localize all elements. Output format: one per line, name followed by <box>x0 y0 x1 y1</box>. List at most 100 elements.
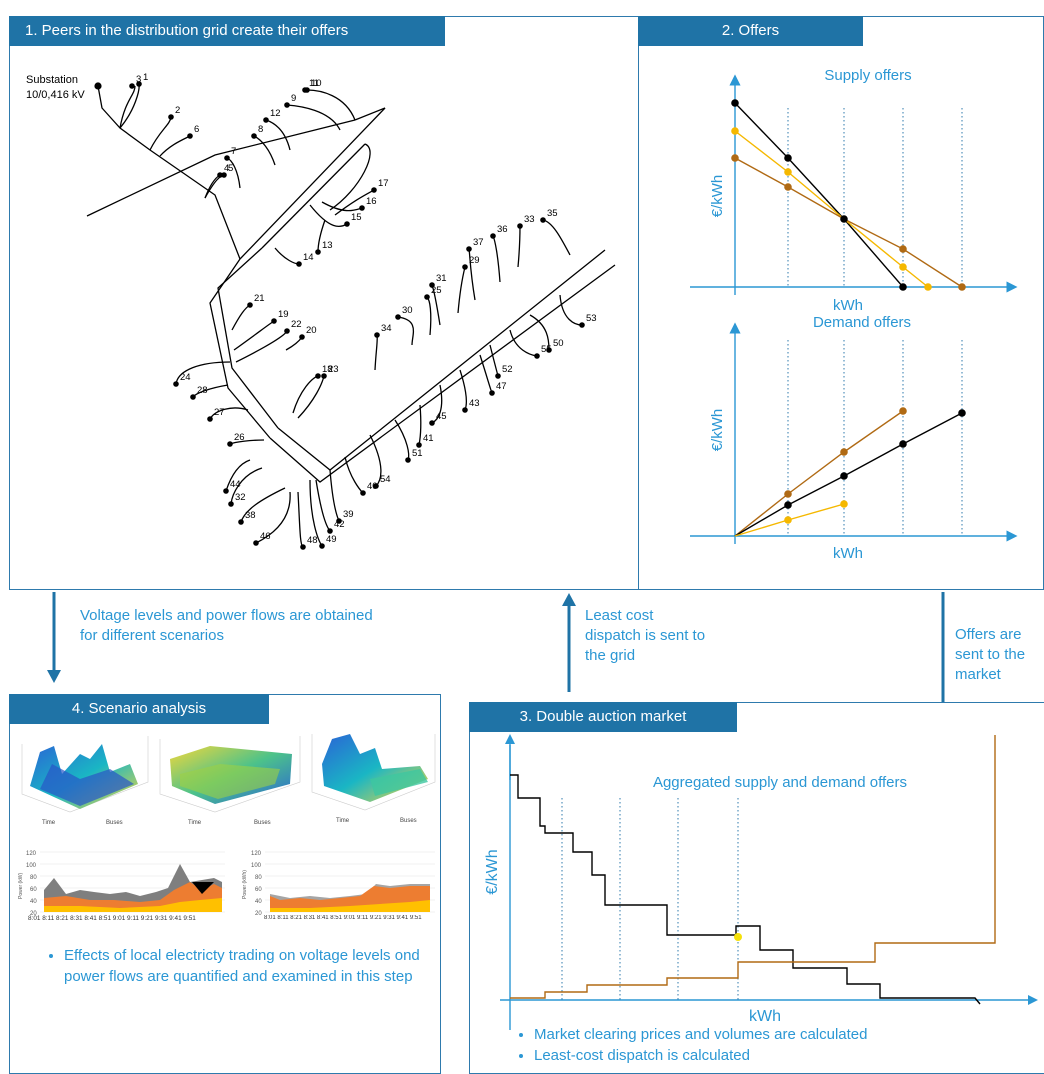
grid-node-54 <box>373 483 379 489</box>
grid-node-4 <box>217 172 223 178</box>
supply-offers-title: Supply offers <box>824 67 911 84</box>
left-y-tick-1: 100 <box>26 863 37 869</box>
market-xlabel: kWh <box>749 1008 781 1025</box>
grid-node-45 <box>429 420 435 426</box>
grid-node-19 <box>271 318 277 324</box>
grid-node-label-40: 40 <box>367 481 378 492</box>
flow-text-least-cost: Least cost dispatch is sent to the grid <box>585 607 706 664</box>
grid-node-label-8: 8 <box>258 124 263 135</box>
grid-node-label-49: 49 <box>326 534 337 545</box>
grid-node-21 <box>247 302 253 308</box>
grid-node-label-53: 53 <box>586 313 597 324</box>
right-x-ticks: 8:01 8:11 8:21 8:31 8:41 8:51 9:01 9:11 … <box>264 915 422 921</box>
market-bullet-2: Least-cost dispatch is calculated <box>534 1045 1044 1066</box>
grid-node-26 <box>227 441 233 447</box>
grid-node-36 <box>490 233 496 239</box>
surface-plot-3: Time Buses <box>311 734 436 824</box>
grid-node-40 <box>360 490 366 496</box>
grid-node-label-35: 35 <box>547 208 558 219</box>
right-ylabel: Power (kWh) <box>242 870 248 899</box>
grid-node-9 <box>284 102 290 108</box>
grid-node-label-1: 1 <box>143 72 148 83</box>
scenario-panel-title: 4. Scenario analysis <box>9 694 269 724</box>
grid-node-52 <box>495 373 501 379</box>
right-y-tick-5: 20 <box>255 911 262 917</box>
grid-node-55 <box>534 353 540 359</box>
grid-node-7 <box>224 155 230 161</box>
grid-node-1 <box>136 81 142 87</box>
surface3-time-label: Time <box>336 818 350 824</box>
grid-node-label-41: 41 <box>423 433 434 444</box>
grid-node-30 <box>395 314 401 320</box>
grid-node-label-42: 42 <box>334 519 345 530</box>
scenario-thumbnails: Time Buses Time Buses Time Buses 120 100… <box>18 734 436 917</box>
grid-node-label-29: 29 <box>469 255 480 266</box>
supply-xlabel: kWh <box>833 297 863 314</box>
market-panel <box>469 702 1044 1074</box>
grid-node-47 <box>489 390 495 396</box>
grid-node-label-52: 52 <box>502 364 513 375</box>
market-chart-title: Aggregated supply and demand offers <box>653 774 907 791</box>
grid-node-8 <box>251 133 257 139</box>
substation-voltage: 10/0,416 kV <box>26 89 85 101</box>
market-ylabel: €/kWh <box>484 849 501 894</box>
grid-node-23 <box>321 373 327 379</box>
grid-node-label-6: 6 <box>194 124 199 135</box>
scenario-bullets: Effects of local electricty trading on v… <box>40 945 434 987</box>
grid-node-53 <box>579 322 585 328</box>
grid-node-label-34: 34 <box>381 323 392 334</box>
left-y-tick-4: 40 <box>30 899 37 905</box>
left-y-tick-3: 60 <box>30 887 37 893</box>
grid-node-label-14: 14 <box>303 252 314 263</box>
grid-node-label-16: 16 <box>366 196 377 207</box>
demand-ylabel: €/kWh <box>709 409 726 452</box>
grid-node-label-51: 51 <box>412 448 423 459</box>
grid-node-label-48: 48 <box>307 535 318 546</box>
grid-node-label-15: 15 <box>351 212 362 223</box>
grid-node-label-46: 46 <box>260 531 271 542</box>
grid-node-label-20: 20 <box>306 325 317 336</box>
grid-node-15 <box>344 221 350 227</box>
demand-series-brown <box>734 410 904 537</box>
grid-node-2 <box>168 114 174 120</box>
grid-node-label-31: 31 <box>436 273 447 284</box>
surface2-buses-label: Buses <box>254 820 271 826</box>
distribution-grid-diagram: 1234567891011121314151617181920212223242… <box>26 72 616 550</box>
grid-node-46 <box>253 540 259 546</box>
grid-node-label-18: 18 <box>322 364 333 375</box>
grid-node-label-54: 54 <box>380 474 391 485</box>
flow-text-voltage-levels: Voltage levels and power flows are obtai… <box>80 607 373 644</box>
left-x-ticks: 8:01 8:11 8:21 8:31 8:41 8:51 9:01 9:11 … <box>28 915 196 922</box>
grid-node-37 <box>466 246 472 252</box>
clearing-point <box>734 933 742 941</box>
grid-node-25 <box>424 294 430 300</box>
surface1-buses-label: Buses <box>106 820 123 826</box>
right-y-tick-2: 80 <box>255 875 262 881</box>
grid-node-label-17: 17 <box>378 178 389 189</box>
grid-node-44 <box>223 488 229 494</box>
grid-node-49 <box>319 543 325 549</box>
flow-text-offers-sent: Offers are sent to the market <box>955 626 1026 683</box>
right-y-tick-0: 120 <box>251 851 262 857</box>
grid-node-label-47: 47 <box>496 381 507 392</box>
grid-node-label-33: 33 <box>524 214 535 225</box>
grid-node-24 <box>173 381 179 387</box>
grid-node-label-30: 30 <box>402 305 413 316</box>
grid-node-16 <box>359 205 365 211</box>
grid-node-43 <box>462 407 468 413</box>
right-y-tick-1: 100 <box>251 863 262 869</box>
grid-node-label-39: 39 <box>343 509 354 520</box>
offers-panel-title: 2. Offers <box>638 16 863 46</box>
offers-charts: Supply offers €/kWh kWh Demand offers €/… <box>690 67 1018 562</box>
grid-node-label-3: 3 <box>136 74 141 85</box>
grid-node-label-22: 22 <box>291 319 302 330</box>
grid-node-18 <box>315 373 321 379</box>
grid-node-6 <box>187 133 193 139</box>
surface3-buses-label: Buses <box>400 818 417 824</box>
grid-node-label-27: 27 <box>214 407 225 418</box>
grid-panel <box>9 16 639 590</box>
grid-node-label-13: 13 <box>322 240 333 251</box>
area-chart-right: 120 100 80 60 40 20 Power (kWh) <box>242 851 435 917</box>
right-y-tick-4: 40 <box>255 899 262 905</box>
substation-label: Substation <box>26 74 78 86</box>
